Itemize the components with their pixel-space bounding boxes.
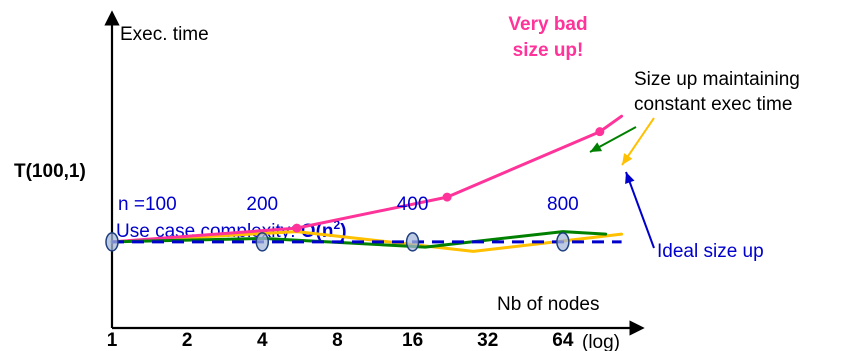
complexity-exponent: 2 <box>334 218 341 232</box>
data-point <box>442 192 452 202</box>
x-scale-label: (log) <box>582 332 620 351</box>
series-label-very-bad: size up! <box>513 40 584 61</box>
problem-size-marker <box>105 232 119 252</box>
x-tick-labels: 1 2 4 8 16 32 64 <box>107 330 574 351</box>
problem-size-label: 400 <box>397 194 429 215</box>
series-label-constant: constant exec time <box>634 94 792 115</box>
problem-size-marker <box>556 232 570 252</box>
problem-size-labels: n =100 200 400 800 <box>118 194 579 215</box>
problem-size-marker <box>405 232 420 252</box>
series-layer <box>110 114 624 253</box>
x-tick-label: 64 <box>552 330 574 351</box>
annotation-arrow-ideal-head <box>625 172 635 185</box>
x-tick-label: 1 <box>107 330 118 351</box>
markers-layer <box>105 232 570 252</box>
problem-size-marker <box>255 232 270 252</box>
x-tick-label: 4 <box>257 330 268 351</box>
data-point <box>595 127 605 137</box>
series-labels: Very bad size up! Size up maintaining const… <box>508 14 799 262</box>
problem-size-label: n =100 <box>118 194 177 215</box>
series-line-constant <box>110 230 624 253</box>
annotation-arrow-ideal <box>625 171 655 249</box>
annotation-arrow-green-head <box>590 142 603 152</box>
x-tick-label: 2 <box>182 330 193 351</box>
series-label-constant: Size up maintaining <box>634 69 800 90</box>
x-tick-label: 16 <box>402 330 423 351</box>
y-axis-label: Exec. time <box>120 24 209 45</box>
annotation-arrow-constant-head <box>622 153 633 165</box>
problem-size-label: 200 <box>246 194 278 215</box>
x-axis-label: Nb of nodes <box>497 294 599 315</box>
x-tick-label: 32 <box>477 330 498 351</box>
y-reference-label: T(100,1) <box>14 161 86 182</box>
series-line-green <box>110 230 608 249</box>
problem-size-label: 800 <box>547 194 579 215</box>
data-point <box>292 223 302 233</box>
series-label-ideal: Ideal size up <box>657 241 764 262</box>
series-label-very-bad: Very bad <box>508 14 587 35</box>
x-tick-label: 8 <box>332 330 343 351</box>
complexity-close: ) <box>340 221 346 242</box>
